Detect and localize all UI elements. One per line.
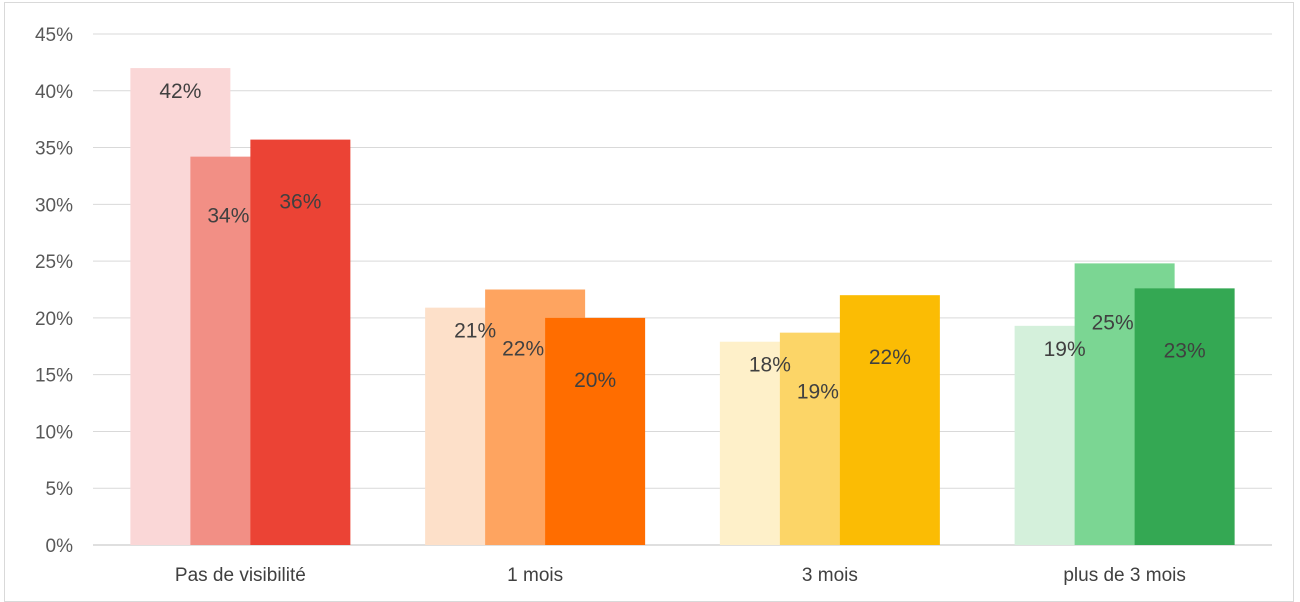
y-tick-label: 10% <box>35 422 73 443</box>
y-tick-label: 0% <box>46 536 74 557</box>
data-label: 25% <box>1092 311 1134 334</box>
data-label: 36% <box>279 191 321 214</box>
y-tick-label: 5% <box>46 479 74 500</box>
data-label: 23% <box>1164 339 1206 362</box>
data-label: 34% <box>207 205 249 228</box>
y-tick-label: 25% <box>35 252 73 273</box>
bar <box>839 295 940 545</box>
data-label: 19% <box>1044 338 1086 361</box>
y-tick-label: 20% <box>35 309 73 330</box>
y-tick-label: 15% <box>35 366 73 387</box>
y-tick-label: 30% <box>35 195 73 216</box>
data-label: 21% <box>454 320 496 343</box>
data-label: 20% <box>574 369 616 392</box>
bar <box>1134 288 1235 545</box>
data-label: 22% <box>502 338 544 361</box>
category-label: 3 mois <box>802 565 858 586</box>
data-label: 22% <box>869 346 911 369</box>
category-label: 1 mois <box>507 565 563 586</box>
data-label: 42% <box>159 80 201 103</box>
bar <box>250 139 351 545</box>
y-tick-label: 35% <box>35 139 73 160</box>
data-label: 18% <box>749 354 791 377</box>
category-label: Pas de visibilité <box>175 565 306 586</box>
y-tick-label: 40% <box>35 82 73 103</box>
bar <box>545 317 646 545</box>
data-label: 19% <box>797 381 839 404</box>
category-label: plus de 3 mois <box>1063 565 1186 586</box>
y-tick-label: 45% <box>35 25 73 46</box>
